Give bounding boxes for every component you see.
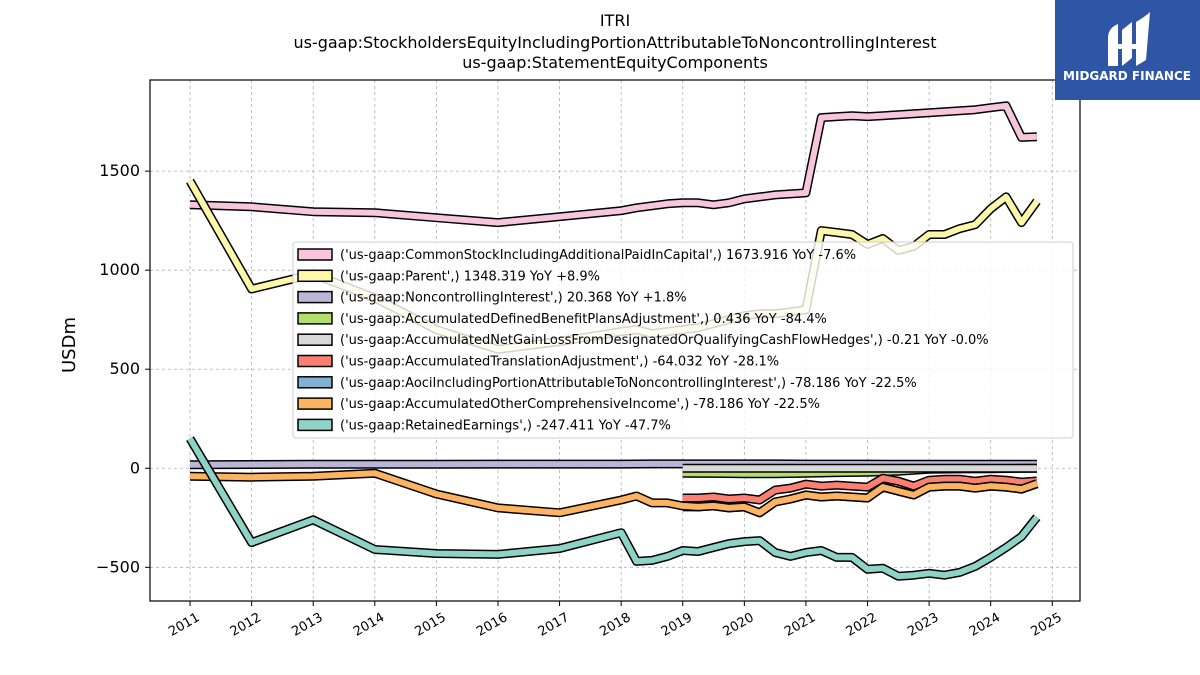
legend-swatch: [297, 376, 333, 389]
series-path: [682, 475, 1038, 503]
logo-text: MIDGARD FINANCE: [1063, 69, 1191, 83]
legend-label: ('us-gaap:NoncontrollingInterest',) 20.3…: [340, 291, 687, 306]
series-path: [189, 102, 1038, 226]
legend-swatch: [297, 248, 333, 261]
y-tick-label: 500: [109, 359, 140, 378]
y-axis-label: USDm: [59, 317, 80, 373]
legend-swatch: [297, 312, 333, 325]
title-line-2: us-gaap:StockholdersEquityIncludingPorti…: [293, 33, 936, 52]
legend-label: ('us-gaap:AccumulatedTranslationAdjustme…: [340, 355, 779, 370]
legend-box: [292, 241, 1074, 439]
plot-area-frame: [149, 79, 1081, 602]
legend-swatch: [297, 290, 333, 304]
legend-label: ('us-gaap:CommonStockIncludingAdditional…: [340, 248, 856, 263]
legend-label: ('us-gaap:AccumulatedNetGainLossFromDesi…: [340, 333, 989, 348]
chart-title: ITRI us-gaap:StockholdersEquityIncluding…: [293, 11, 936, 72]
series-path: [187, 437, 1040, 580]
y-tick-label: 1000: [99, 260, 140, 279]
legend-swatch: [297, 397, 333, 410]
legend-swatch: [297, 418, 333, 432]
legend: ('us-gaap:CommonStockIncludingAdditional…: [292, 241, 1074, 439]
series-path: [189, 470, 1038, 516]
series-line: [189, 468, 1039, 518]
series-line: [682, 473, 1038, 505]
y-tick-label: 1500: [99, 161, 140, 180]
legend-label: ('us-gaap:AociIncludingPortionAttributab…: [340, 376, 917, 391]
logo: MIDGARD FINANCE: [1055, 0, 1200, 100]
series-line: [186, 436, 1041, 581]
logo-mark-icon: [1108, 12, 1150, 66]
title-line-1: ITRI: [600, 11, 630, 30]
y-tick-label: 0: [130, 458, 140, 477]
legend-swatch: [297, 333, 333, 346]
legend-swatch: [297, 354, 333, 368]
legend-label: ('us-gaap:RetainedEarnings',) -247.411 Y…: [340, 418, 671, 433]
legend-label: ('us-gaap:Parent',) 1348.319 YoY +8.9%: [340, 269, 600, 284]
series-line: [189, 101, 1038, 228]
title-line-3: us-gaap:StatementEquityComponents: [462, 53, 768, 72]
legend-label: ('us-gaap:AccumulatedOtherComprehensiveI…: [340, 397, 820, 412]
legend-swatch: [297, 269, 333, 283]
legend-label: ('us-gaap:AccumulatedDefinedBenefitPlans…: [340, 312, 827, 327]
y-tick-label: −500: [96, 557, 140, 576]
